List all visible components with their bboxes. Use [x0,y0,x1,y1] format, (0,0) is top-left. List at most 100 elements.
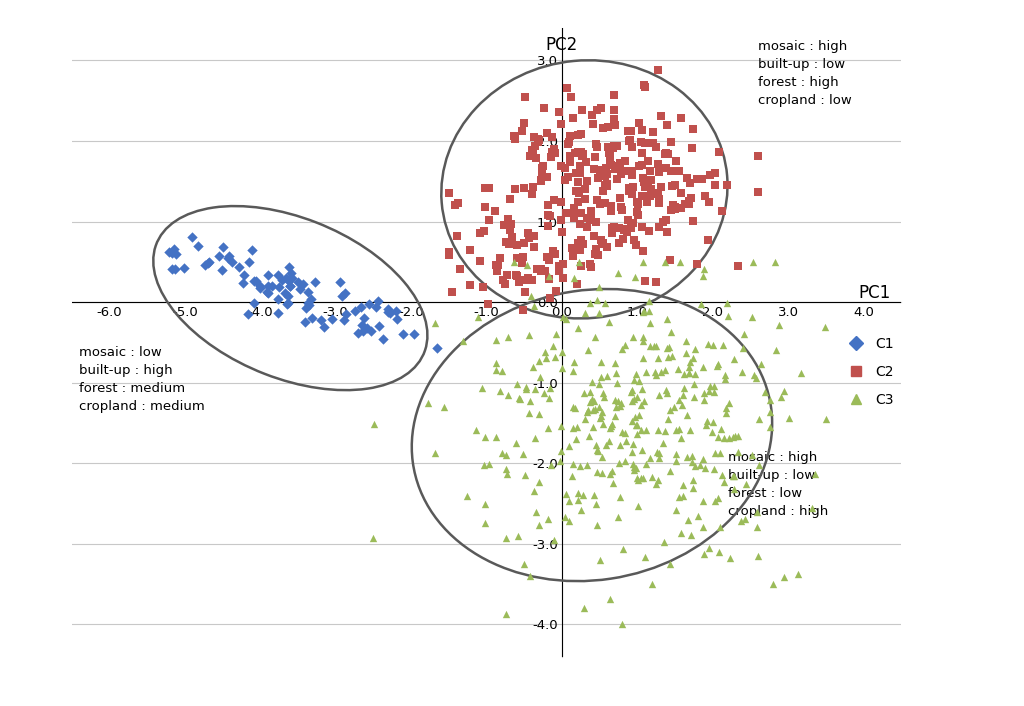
Point [750,551,766,562]
Point [515,558,531,570]
Point [569,196,586,208]
Point [650,352,667,364]
Point [622,135,638,146]
Point [603,465,620,477]
Point [557,207,573,218]
Point [334,290,350,301]
Point [628,239,644,251]
Point [506,131,522,142]
Point [707,380,723,391]
Point [587,332,603,343]
Point [736,328,753,340]
Point [548,328,564,339]
Point [716,477,732,488]
Point [595,418,611,429]
Point [167,263,183,275]
Point [553,420,569,431]
Point [561,515,578,527]
Point [529,136,546,147]
Point [657,384,674,395]
Point [274,274,291,285]
Point [698,419,715,430]
Point [530,408,547,419]
Point [598,439,614,450]
Point [240,309,256,320]
Point [626,464,642,475]
Point [588,217,604,228]
Point [625,331,641,342]
Point [558,488,574,499]
Point [525,148,542,160]
Point [298,303,314,314]
Point [646,340,663,352]
Point [498,278,514,289]
Point [696,395,713,406]
Point [625,186,641,197]
Point [710,432,726,443]
Point [608,140,625,152]
Point [582,387,598,398]
Point [367,418,383,429]
Point [306,276,323,287]
Point [248,275,264,287]
Point [551,261,567,272]
Point [618,226,635,237]
Point [621,136,637,147]
Point [642,318,658,329]
Point [717,369,733,381]
Point [582,297,598,309]
Point [602,422,618,433]
Point [609,511,626,522]
Point [539,252,555,263]
Point [541,270,557,282]
Point [532,175,549,186]
Point [462,244,478,256]
Point [635,173,651,184]
Point [335,314,351,325]
Point [643,472,659,483]
Point [635,331,651,342]
Point [541,392,557,403]
Point [601,155,617,166]
Point [541,274,557,285]
Point [347,305,364,316]
Point [553,196,569,208]
Point [525,131,542,143]
Point [594,467,610,479]
Point [642,166,658,177]
Point [668,425,684,436]
Point [625,181,641,192]
Point [517,469,534,481]
Point [592,198,608,210]
Point [506,256,522,268]
Point [624,446,640,457]
Point [459,490,475,501]
Point [790,568,806,580]
Point [537,346,553,357]
Point [744,450,761,461]
Point [749,522,765,533]
Point [603,419,620,430]
Point [436,402,453,413]
Point [608,174,625,185]
Point [564,402,581,413]
Point [499,609,515,620]
Point [624,169,640,180]
Point [663,327,679,338]
Point [658,388,675,399]
Point [574,489,591,501]
Point [730,261,746,272]
Point [690,510,707,521]
Point [594,451,610,462]
Point [685,483,701,494]
Point [498,532,514,544]
Point [252,280,268,292]
Point [503,218,519,229]
Point [477,498,494,510]
Text: PC1: PC1 [859,284,891,302]
Point [631,376,647,387]
Point [662,254,678,265]
Point [590,172,606,184]
Point [659,313,676,324]
Point [577,603,593,614]
